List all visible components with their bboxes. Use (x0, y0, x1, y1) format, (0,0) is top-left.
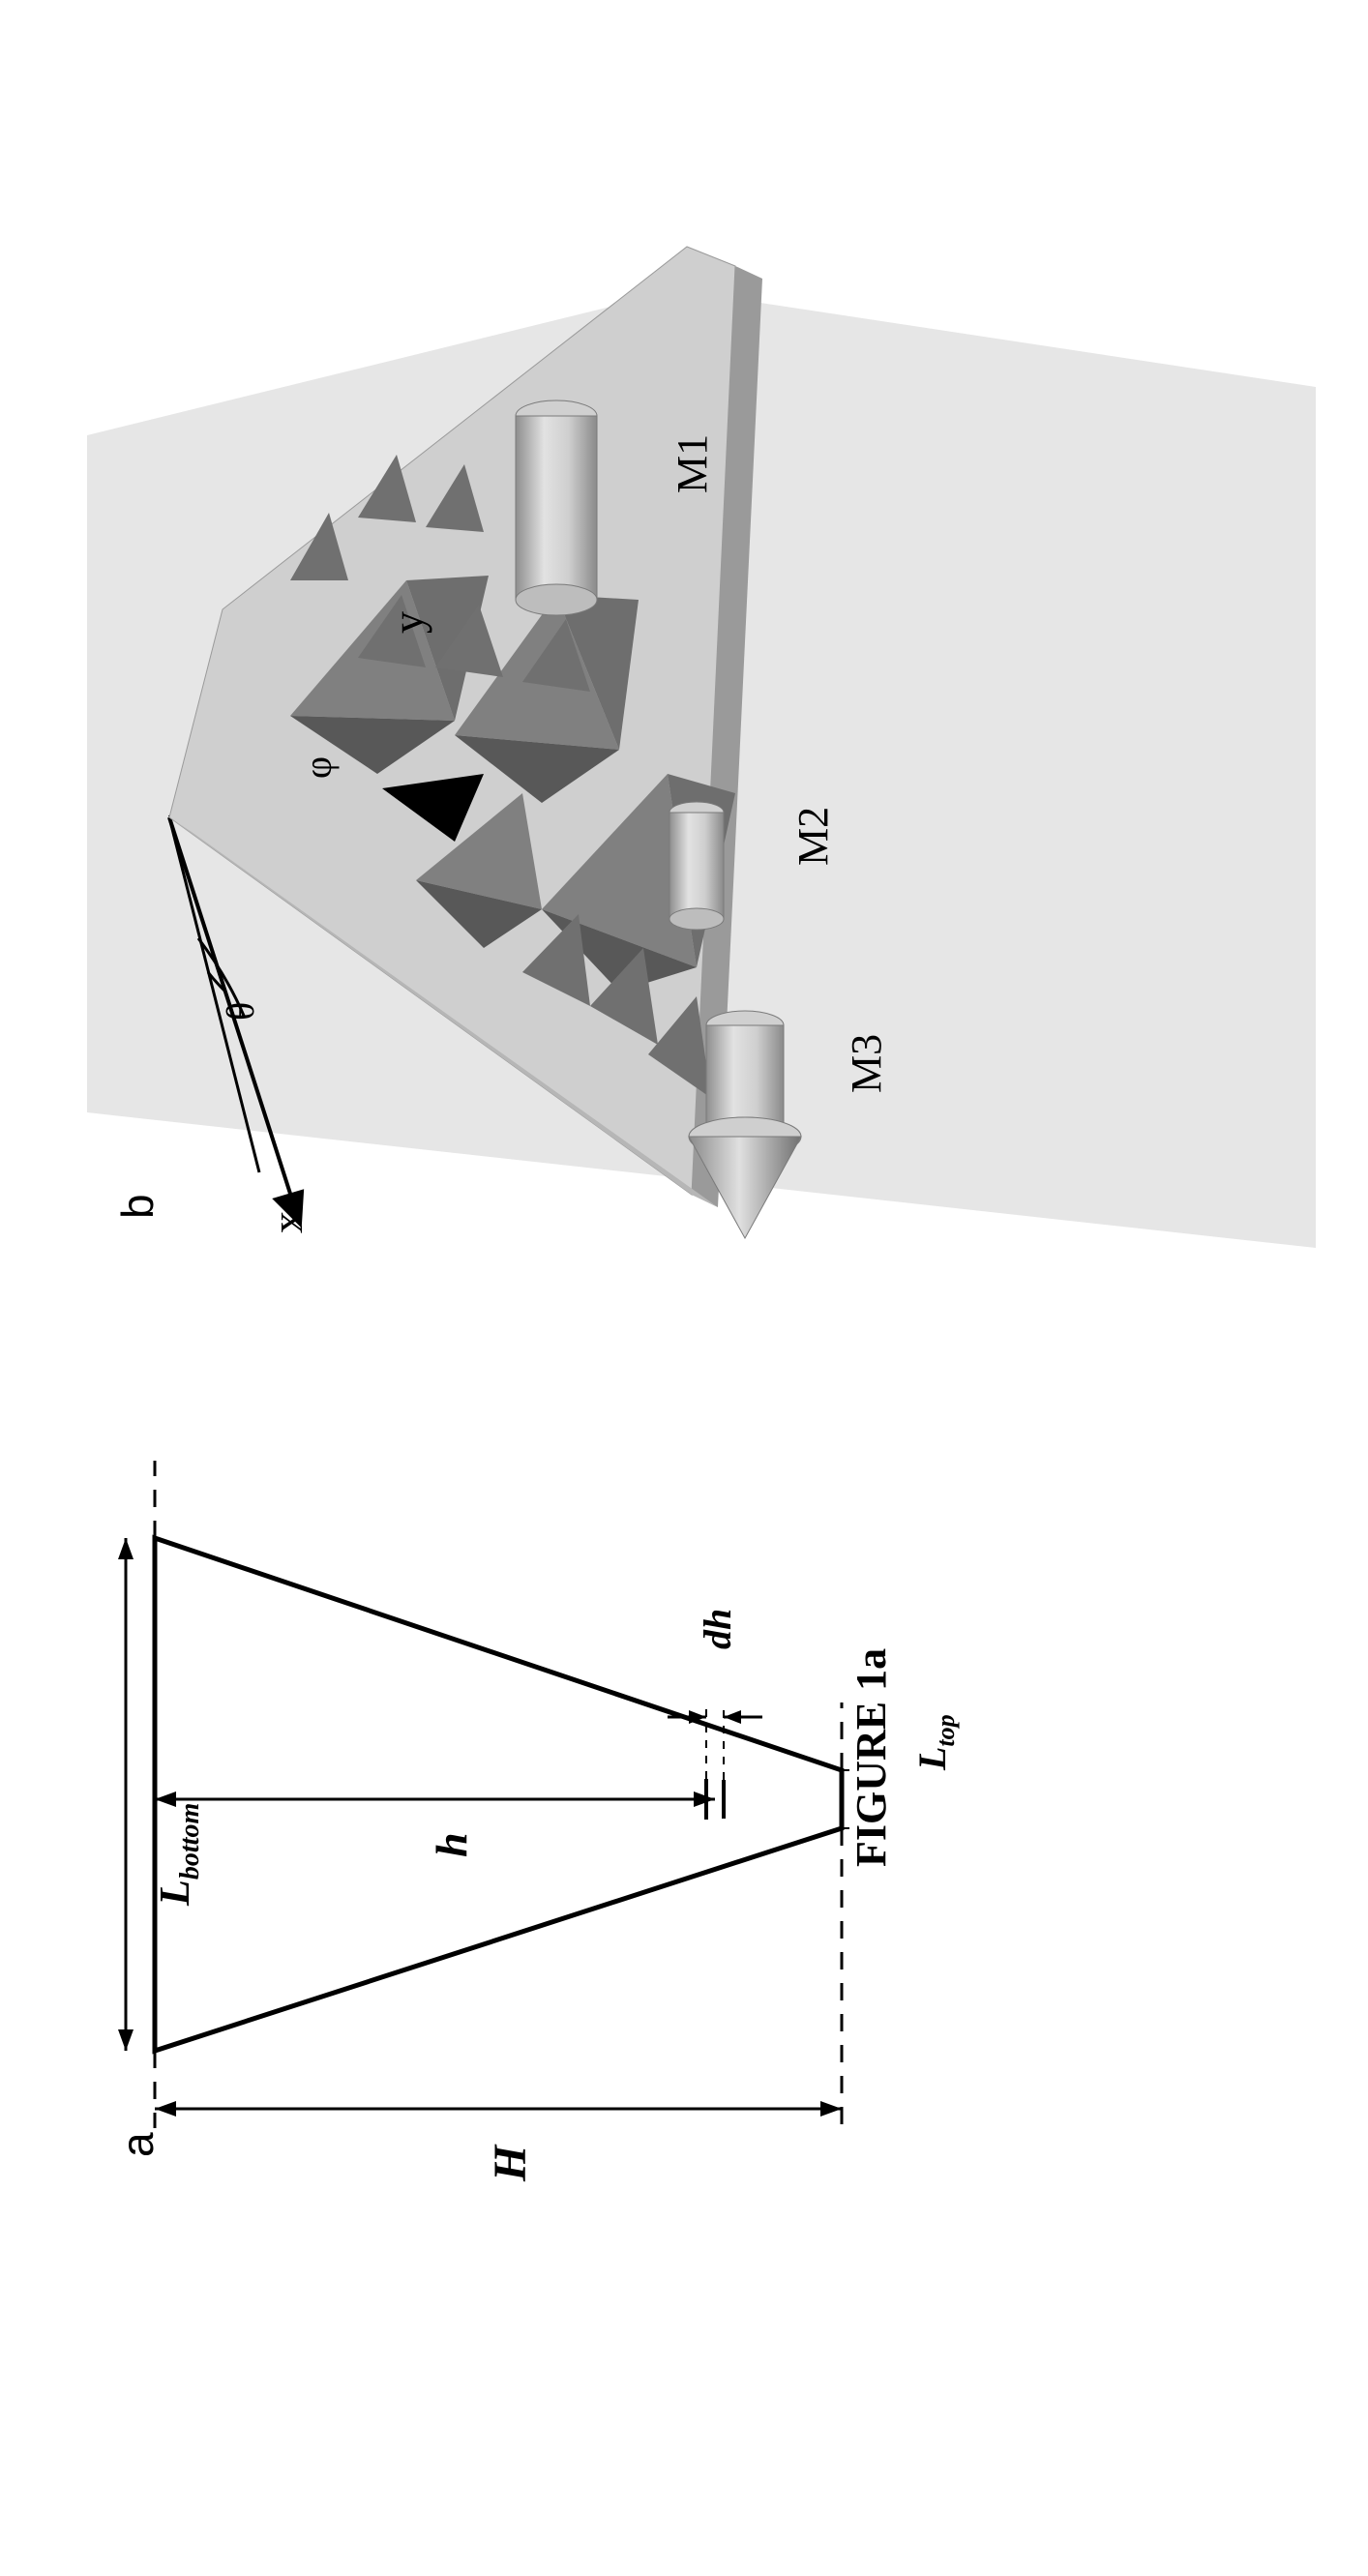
label-axis-y: y (382, 611, 433, 634)
label-M3: M3 (842, 1034, 891, 1093)
panel-b-svg (0, 39, 1368, 1296)
label-h: h (426, 1832, 477, 1857)
page-root: a FIGURE 1a (0, 0, 1368, 2576)
panel-a-svg (58, 1354, 851, 2244)
label-theta: θ (218, 1002, 263, 1021)
label-M2: M2 (788, 807, 838, 866)
label-dh: dh (695, 1609, 740, 1649)
label-M1: M1 (668, 434, 717, 493)
dim-h (155, 1791, 715, 1807)
label-H: H (484, 2146, 537, 2181)
dh-slice (668, 1703, 762, 1820)
label-phi: φ (295, 756, 341, 779)
arrow-M1 (516, 400, 597, 615)
figure-1a-caption: FIGURE 1a (847, 1648, 896, 1867)
label-L-bottom: Lbottom (150, 1803, 206, 1906)
dim-H (155, 2101, 842, 2117)
arrow-M2 (669, 802, 724, 930)
dim-L-bottom (118, 1538, 134, 2051)
label-axis-x: x (261, 1211, 312, 1233)
label-L-top: Ltop (909, 1714, 961, 1770)
